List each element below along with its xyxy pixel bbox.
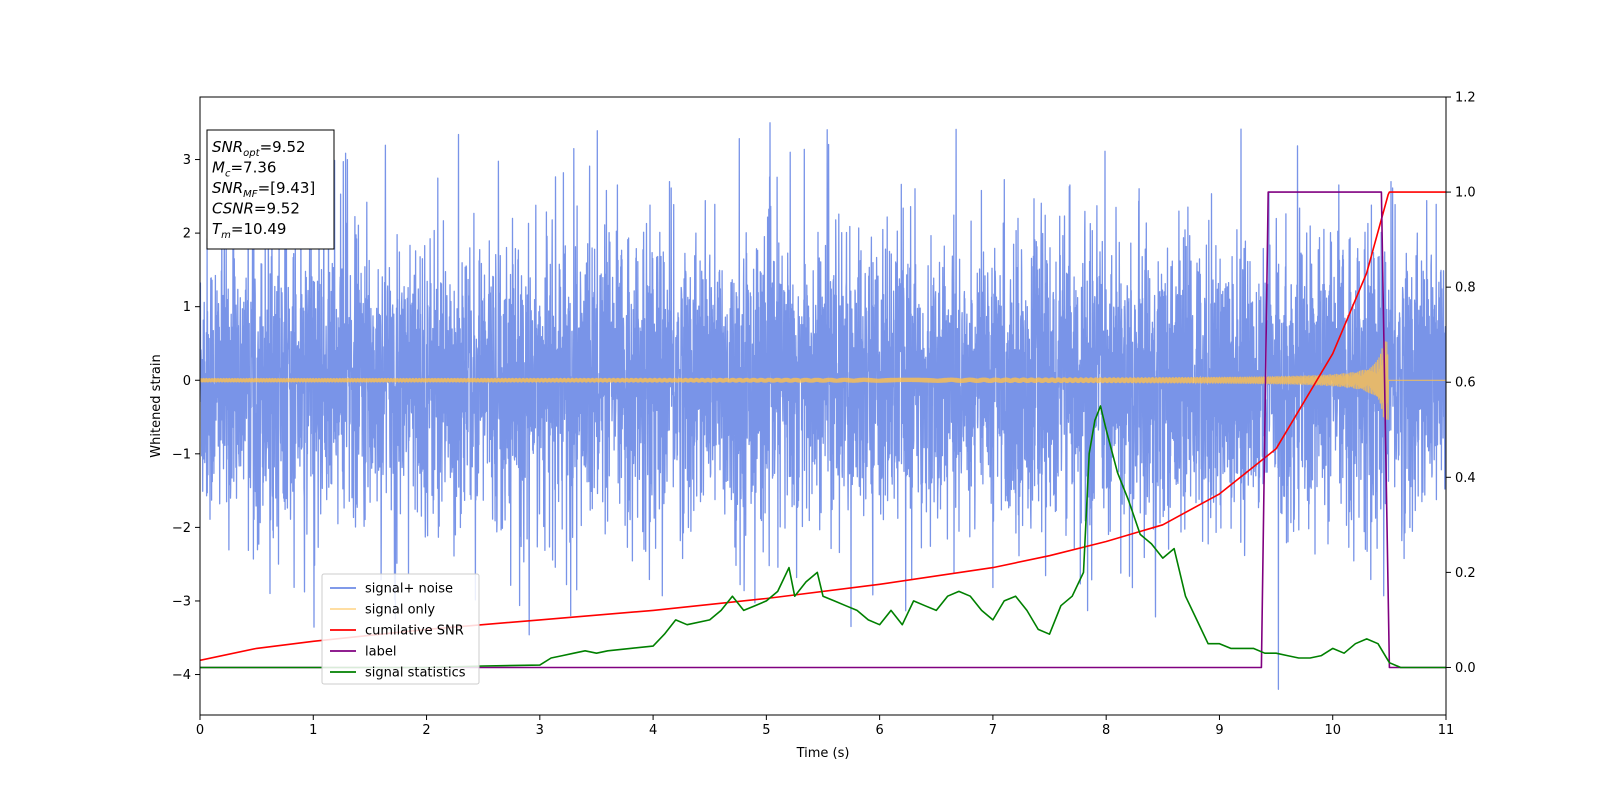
annotation-line: SNRMF=[9.43] — [212, 179, 315, 200]
series-signal-statistics-line — [200, 405, 1446, 669]
x-tick-label: 7 — [989, 723, 997, 738]
y2-tick-label: 1.0 — [1455, 186, 1476, 201]
y-tick-label: −1 — [172, 447, 191, 462]
legend-frame — [321, 573, 480, 685]
y2-tick-label: 0.0 — [1455, 661, 1476, 676]
y2-tick-label: 1.2 — [1455, 91, 1476, 106]
x-tick-label: 10 — [1324, 723, 1341, 738]
y-tick-label: 0 — [183, 374, 191, 389]
y-tick-label: −4 — [172, 668, 191, 683]
x-tick-label: 4 — [649, 723, 657, 738]
y-axis-title: Whitened strain — [149, 354, 164, 457]
plot-frame — [199, 96, 1447, 716]
legend-label: cumilative SNR — [365, 624, 464, 639]
x-tick-label: 1 — [309, 723, 317, 738]
x-tick-label: 2 — [422, 723, 430, 738]
series-signal-noise-line — [200, 122, 1446, 690]
y2-tick-label: 0.8 — [1455, 281, 1476, 296]
axes: 0 1 2 3 4 5 6 7 8 9 10 11 −4 −3 −2 −1 0 1 2 3 0.0 0.2 0.4 0.6 0.… — [172, 91, 1476, 739]
legend-label: signal statistics — [365, 666, 466, 681]
y2-tick-label: 0.2 — [1455, 566, 1476, 581]
y2-tick-label: 0.6 — [1455, 376, 1476, 391]
legend-label: label — [365, 645, 396, 660]
annotation-line: SNRopt=9.52 — [212, 138, 306, 159]
legend: signal+ noise signal only cumilative SNR la… — [321, 573, 480, 685]
x-tick-label: 11 — [1438, 723, 1455, 738]
y-tick-label: 3 — [183, 153, 191, 168]
x-axis-title: Time (s) — [796, 746, 850, 761]
y2-tick-label: 0.4 — [1455, 471, 1476, 486]
x-tick-label: 3 — [536, 723, 544, 738]
annotation-line: Tm=10.49 — [212, 220, 286, 241]
x-tick-label: 9 — [1215, 723, 1223, 738]
x-tick-label: 5 — [762, 723, 770, 738]
annotation-line: Mc=7.36 — [212, 159, 276, 180]
annotation-frame — [206, 129, 335, 250]
y-tick-label: −2 — [172, 521, 191, 536]
annotation-line: CSNR=9.52 — [212, 200, 300, 218]
x-tick-label: 6 — [875, 723, 883, 738]
y-tick-label: 2 — [183, 227, 191, 242]
legend-label: signal only — [365, 603, 435, 618]
y-tick-label: 1 — [183, 300, 191, 315]
y-tick-label: −3 — [172, 594, 191, 609]
x-tick-label: 0 — [196, 723, 204, 738]
series-signal-only-line — [200, 340, 1446, 420]
x-tick-label: 8 — [1102, 723, 1110, 738]
legend-label: signal+ noise — [365, 582, 453, 597]
